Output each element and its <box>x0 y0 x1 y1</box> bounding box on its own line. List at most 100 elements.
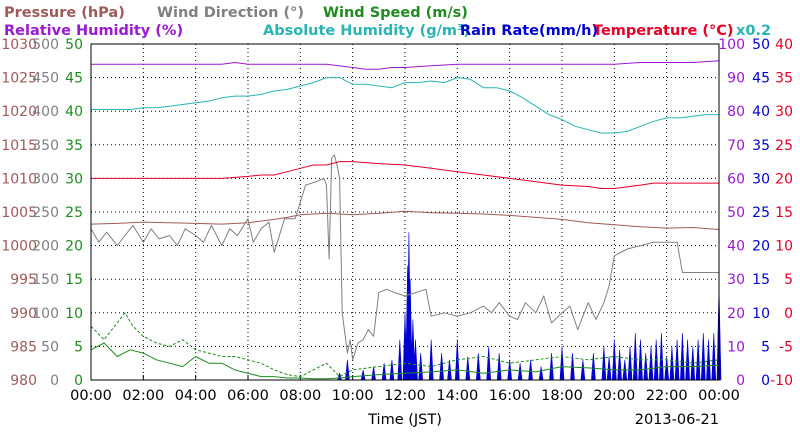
y-tick-wind-direction: 500 <box>32 37 59 53</box>
y-tick-rain-rate: 15 <box>752 272 770 288</box>
legend-title-rain-rate: Rain Rate(mm/h) <box>460 23 598 39</box>
y-tick-wind-direction: 0 <box>50 373 59 389</box>
y-tick-temperature: -10 <box>770 373 793 389</box>
y-tick-temperature: 40 <box>775 37 793 53</box>
x-tick-label: 00:00 <box>70 388 112 404</box>
chart-date: 2013-06-21 <box>635 412 719 428</box>
y-tick-humidity: 0 <box>736 373 745 389</box>
series-wind-speed <box>90 342 720 380</box>
x-tick-label: 06:00 <box>227 388 269 404</box>
y-tick-wind-direction: 350 <box>32 138 59 154</box>
y-tick-temperature: 0 <box>784 306 793 322</box>
y-tick-temperature: 25 <box>775 138 793 154</box>
x-axis-label: Time (JST) <box>367 412 442 428</box>
y-tick-pressure: 1020 <box>1 104 37 120</box>
series-absolute-humidity <box>91 77 719 134</box>
x-axis: 00:00 02:00 04:00 06:00 08:00 10:00 12:00 14:00… <box>70 375 740 404</box>
y-tick-wind-direction: 250 <box>32 205 59 221</box>
y-tick-temperature: 20 <box>775 171 793 187</box>
x-tick-label: 00:00 <box>698 388 740 404</box>
y-tick-wind-speed: 25 <box>65 205 83 221</box>
y-tick-temperature: 15 <box>775 205 793 221</box>
y-axes: 9809859909951000100510101015102010251030… <box>1 37 793 389</box>
y-tick-wind-direction: 450 <box>32 71 59 87</box>
y-tick-humidity: 20 <box>727 306 745 322</box>
legend-title-temperature: Temperature (°C) <box>593 23 734 39</box>
y-tick-rain-rate: 20 <box>752 239 770 255</box>
y-tick-wind-direction: 300 <box>32 171 59 187</box>
y-tick-wind-direction: 100 <box>32 306 59 322</box>
y-tick-humidity: 70 <box>727 138 745 154</box>
y-tick-pressure: 1015 <box>1 138 37 154</box>
series-wind-direction <box>90 154 719 361</box>
y-tick-wind-speed: 10 <box>65 306 83 322</box>
y-tick-humidity: 60 <box>727 171 745 187</box>
y-tick-humidity: 10 <box>727 339 745 355</box>
y-tick-pressure: 1005 <box>1 205 37 221</box>
y-tick-wind-speed: 20 <box>65 239 83 255</box>
x-tick-label: 18:00 <box>541 388 583 404</box>
x-tick-label: 14:00 <box>436 388 478 404</box>
y-tick-wind-speed: 50 <box>65 37 83 53</box>
y-tick-wind-speed: 15 <box>65 272 83 288</box>
legend-title-scale-note: x0.2 <box>736 23 771 39</box>
y-tick-pressure: 995 <box>10 272 37 288</box>
series-wind-gust <box>90 312 720 378</box>
y-tick-rain-rate: 30 <box>752 171 770 187</box>
legend-title-wind-direction: Wind Direction (°) <box>157 5 304 21</box>
y-tick-wind-direction: 150 <box>32 272 59 288</box>
y-tick-rain-rate: 5 <box>761 339 770 355</box>
y-tick-wind-direction: 200 <box>32 239 59 255</box>
y-tick-rain-rate: 35 <box>752 138 770 154</box>
y-tick-wind-speed: 0 <box>74 373 83 389</box>
y-tick-humidity: 50 <box>727 205 745 221</box>
y-tick-pressure: 1000 <box>1 239 37 255</box>
series-temperature <box>91 161 719 189</box>
y-tick-temperature: 10 <box>775 239 793 255</box>
legend-title-wind-speed: Wind Speed (m/s) <box>323 5 468 21</box>
x-tick-label: 08:00 <box>279 388 321 404</box>
y-tick-wind-speed: 5 <box>74 339 83 355</box>
legend-title-relative-humidity: Relative Humidity (%) <box>4 23 183 39</box>
legend-title-pressure: Pressure (hPa) <box>4 5 125 21</box>
x-tick-label: 12:00 <box>384 388 426 404</box>
y-tick-pressure: 980 <box>10 373 37 389</box>
y-tick-rain-rate: 0 <box>761 373 770 389</box>
y-tick-temperature: 35 <box>775 71 793 87</box>
y-tick-humidity: 40 <box>727 239 745 255</box>
y-tick-pressure: 1010 <box>1 171 37 187</box>
x-tick-label: 02:00 <box>122 388 164 404</box>
y-tick-humidity: 80 <box>727 104 745 120</box>
y-tick-rain-rate: 25 <box>752 205 770 221</box>
y-tick-rain-rate: 45 <box>752 71 770 87</box>
y-tick-rain-rate: 50 <box>752 37 770 53</box>
y-tick-humidity: 90 <box>727 71 745 87</box>
x-tick-label: 20:00 <box>593 388 635 404</box>
series-relative-humidity <box>91 60 720 70</box>
y-tick-wind-speed: 35 <box>65 138 83 154</box>
x-tick-label: 22:00 <box>646 388 688 404</box>
x-tick-label: 16:00 <box>489 388 531 404</box>
y-tick-humidity: 100 <box>718 37 745 53</box>
y-tick-wind-speed: 30 <box>65 171 83 187</box>
series-pressure <box>90 210 720 230</box>
y-tick-wind-direction: 50 <box>41 339 59 355</box>
legend-title-absolute-humidity: Absolute Humidity (g/m³) <box>263 23 470 39</box>
y-tick-rain-rate: 10 <box>752 306 770 322</box>
y-tick-wind-speed: 45 <box>65 71 83 87</box>
plot-frame <box>90 43 720 381</box>
y-tick-pressure: 1025 <box>1 71 37 87</box>
y-tick-rain-rate: 40 <box>752 104 770 120</box>
x-tick-label: 04:00 <box>175 388 217 404</box>
gridlines <box>91 44 719 380</box>
y-tick-temperature: -5 <box>779 339 793 355</box>
y-tick-wind-speed: 40 <box>65 104 83 120</box>
y-tick-pressure: 990 <box>10 306 37 322</box>
y-tick-pressure: 985 <box>10 339 37 355</box>
y-tick-humidity: 30 <box>727 272 745 288</box>
y-tick-wind-direction: 400 <box>32 104 59 120</box>
y-tick-pressure: 1030 <box>1 37 37 53</box>
y-tick-temperature: 5 <box>784 272 793 288</box>
plot-area <box>90 60 722 381</box>
